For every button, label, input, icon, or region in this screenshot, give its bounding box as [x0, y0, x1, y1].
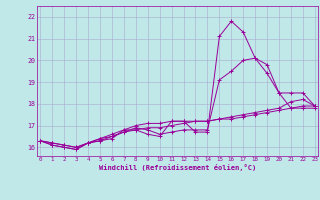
X-axis label: Windchill (Refroidissement éolien,°C): Windchill (Refroidissement éolien,°C)	[99, 164, 256, 171]
